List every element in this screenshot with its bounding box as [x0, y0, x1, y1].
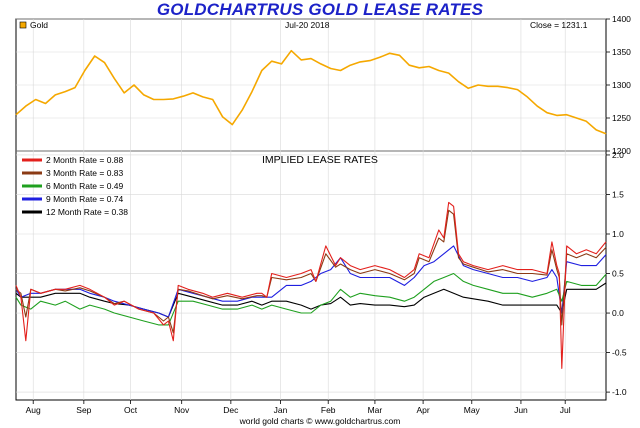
lease-lines: [15, 201, 607, 369]
gold-y-tick-label: 1300: [612, 80, 631, 90]
x-tick-label: Nov: [174, 405, 190, 415]
lease-y-tick-label: -0.5: [612, 348, 627, 358]
chart-title: GOLDCHARTRUS GOLD LEASE RATES: [156, 0, 484, 19]
legend-label-3m: 3 Month Rate = 0.83: [46, 168, 124, 178]
x-tick-label: Jul: [560, 405, 571, 415]
x-tick-label: May: [464, 405, 481, 415]
lease-y-tick-label: 1.0: [612, 229, 624, 239]
lease-rate-line: [15, 272, 607, 326]
lease-rate-line: [15, 282, 607, 318]
x-tick-label: Oct: [124, 405, 138, 415]
x-tick-label: Dec: [223, 405, 239, 415]
date-label: Jul-20 2018: [285, 20, 330, 30]
gold-y-tick-label: 1350: [612, 47, 631, 57]
legend-label-9m: 9 Month Rate = 0.74: [46, 194, 124, 204]
x-tick-label: Mar: [368, 405, 383, 415]
lease-y-tick-label: 0.5: [612, 269, 624, 279]
gold-y-tick-label: 1200: [612, 146, 631, 156]
x-tick-label: Aug: [26, 405, 41, 415]
gold-legend-label: Gold: [30, 20, 48, 30]
x-tick-label: Jun: [514, 405, 528, 415]
lease-y-tick-label: 1.5: [612, 189, 624, 199]
lease-y-ticks: -1.0 -0.5 0.0 0.5 1.0 1.5 2.0: [606, 150, 627, 397]
close-label: Close = 1231.1: [530, 20, 588, 30]
lease-rate-line: [15, 201, 607, 369]
gold-grid: [16, 18, 606, 152]
lease-panel-title: IMPLIED LEASE RATES: [262, 154, 378, 166]
lease-y-tick-label: 2.0: [612, 150, 624, 160]
lease-legend: 2 Month Rate = 0.88 3 Month Rate = 0.83 …: [22, 155, 128, 217]
x-tick-label: Jan: [274, 405, 288, 415]
lease-y-tick-label: 0.0: [612, 308, 624, 318]
gold-y-ticks: 1200 1250 1300 1350 1400: [606, 14, 631, 156]
lease-y-tick-label: -1.0: [612, 387, 627, 397]
gold-price-line: [15, 49, 607, 135]
legend-label-6m: 6 Month Rate = 0.49: [46, 181, 124, 191]
legend-label-12m: 12 Month Rate = 0.38: [46, 207, 128, 217]
gold-y-tick-label: 1400: [612, 14, 631, 24]
gold-y-tick-label: 1250: [612, 113, 631, 123]
x-tick-label: Feb: [321, 405, 336, 415]
lease-rate-line: [15, 209, 607, 334]
gold-lines: [15, 49, 607, 135]
lease-rate-line: [15, 245, 607, 318]
x-ticks: Aug Sep Oct Nov Dec Jan Feb Mar Apr May Jun Jul: [26, 400, 571, 415]
x-tick-label: Apr: [416, 405, 429, 415]
x-tick-label: Sep: [76, 405, 91, 415]
footer-credit: world gold charts © www.goldchartrus.com: [239, 416, 401, 426]
gold-legend-swatch: [19, 21, 27, 29]
lease-grid: [16, 151, 606, 400]
legend-label-2m: 2 Month Rate = 0.88: [46, 155, 124, 165]
